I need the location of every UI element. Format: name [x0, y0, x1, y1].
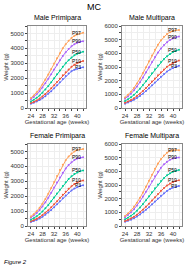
svg-text:P50: P50: [168, 167, 177, 173]
svg-text:MC: MC: [87, 2, 101, 12]
svg-text:3000: 3000: [104, 182, 118, 188]
svg-text:P10: P10: [168, 177, 177, 183]
svg-text:1000: 1000: [104, 209, 118, 215]
svg-text:P97: P97: [72, 146, 81, 152]
svg-text:1000: 1000: [10, 208, 24, 214]
svg-text:P90: P90: [168, 154, 177, 160]
svg-text:Weight (g): Weight (g): [97, 53, 103, 81]
svg-text:Male Primipara: Male Primipara: [34, 14, 81, 22]
svg-text:Male Multipara: Male Multipara: [129, 14, 175, 22]
svg-text:0: 0: [20, 105, 24, 111]
svg-text:Female Multipara: Female Multipara: [125, 132, 179, 140]
svg-text:P90: P90: [168, 34, 177, 40]
svg-text:2000: 2000: [104, 78, 118, 84]
svg-text:Female Primipara: Female Primipara: [30, 132, 85, 140]
svg-text:5000: 5000: [10, 149, 24, 155]
svg-text:6000: 6000: [104, 23, 118, 29]
svg-text:Weight (g): Weight (g): [3, 53, 9, 81]
svg-text:P3: P3: [75, 64, 81, 70]
svg-text:0: 0: [114, 105, 118, 111]
svg-text:P97: P97: [72, 30, 81, 36]
svg-text:6000: 6000: [104, 141, 118, 147]
svg-text:40: 40: [74, 231, 81, 237]
svg-text:32: 32: [51, 113, 58, 119]
svg-text:36: 36: [158, 113, 165, 119]
svg-text:24: 24: [122, 113, 129, 119]
svg-text:5000: 5000: [10, 31, 24, 37]
svg-text:P10: P10: [168, 58, 177, 64]
svg-text:2000: 2000: [104, 196, 118, 202]
svg-text:40: 40: [170, 231, 177, 237]
svg-text:2000: 2000: [10, 75, 24, 81]
svg-text:28: 28: [39, 231, 46, 237]
svg-text:Gestational age (weeks): Gestational age (weeks): [25, 119, 90, 125]
svg-text:24: 24: [28, 231, 35, 237]
svg-text:Figure 2: Figure 2: [4, 259, 27, 265]
svg-text:28: 28: [134, 113, 141, 119]
svg-text:P10: P10: [72, 177, 81, 183]
svg-text:1000: 1000: [10, 90, 24, 96]
svg-text:4000: 4000: [10, 45, 24, 51]
svg-text:P3: P3: [75, 182, 81, 188]
svg-text:3000: 3000: [10, 60, 24, 66]
svg-text:3000: 3000: [10, 178, 24, 184]
svg-text:P97: P97: [168, 147, 177, 153]
svg-text:32: 32: [146, 113, 153, 119]
svg-text:P90: P90: [72, 38, 81, 44]
svg-text:P97: P97: [168, 27, 177, 33]
svg-text:3000: 3000: [104, 64, 118, 70]
svg-text:32: 32: [51, 231, 58, 237]
svg-text:P3: P3: [171, 63, 177, 69]
svg-text:0: 0: [114, 223, 118, 229]
svg-text:2000: 2000: [10, 193, 24, 199]
svg-text:Gestational age (weeks): Gestational age (weeks): [120, 237, 185, 243]
svg-text:P50: P50: [72, 167, 81, 173]
svg-text:P50: P50: [168, 47, 177, 53]
svg-text:32: 32: [146, 231, 153, 237]
svg-text:Weight (g): Weight (g): [3, 171, 9, 199]
svg-text:36: 36: [158, 231, 165, 237]
svg-text:1000: 1000: [104, 91, 118, 97]
svg-text:40: 40: [74, 113, 81, 119]
svg-text:Gestational age (weeks): Gestational age (weeks): [25, 237, 90, 243]
svg-text:28: 28: [39, 113, 46, 119]
svg-text:36: 36: [62, 113, 69, 119]
svg-text:4000: 4000: [104, 168, 118, 174]
svg-text:Weight (g): Weight (g): [97, 171, 103, 199]
svg-text:5000: 5000: [104, 155, 118, 161]
svg-text:P10: P10: [72, 58, 81, 64]
svg-text:4000: 4000: [10, 163, 24, 169]
svg-text:5000: 5000: [104, 37, 118, 43]
svg-text:28: 28: [134, 231, 141, 237]
svg-text:24: 24: [28, 113, 35, 119]
svg-text:24: 24: [122, 231, 129, 237]
svg-text:40: 40: [170, 113, 177, 119]
svg-text:P50: P50: [72, 49, 81, 55]
svg-text:Gestational age (weeks): Gestational age (weeks): [120, 119, 185, 125]
svg-text:P90: P90: [72, 154, 81, 160]
svg-text:4000: 4000: [104, 50, 118, 56]
svg-text:P3: P3: [171, 183, 177, 189]
svg-text:0: 0: [20, 223, 24, 229]
svg-text:36: 36: [62, 231, 69, 237]
